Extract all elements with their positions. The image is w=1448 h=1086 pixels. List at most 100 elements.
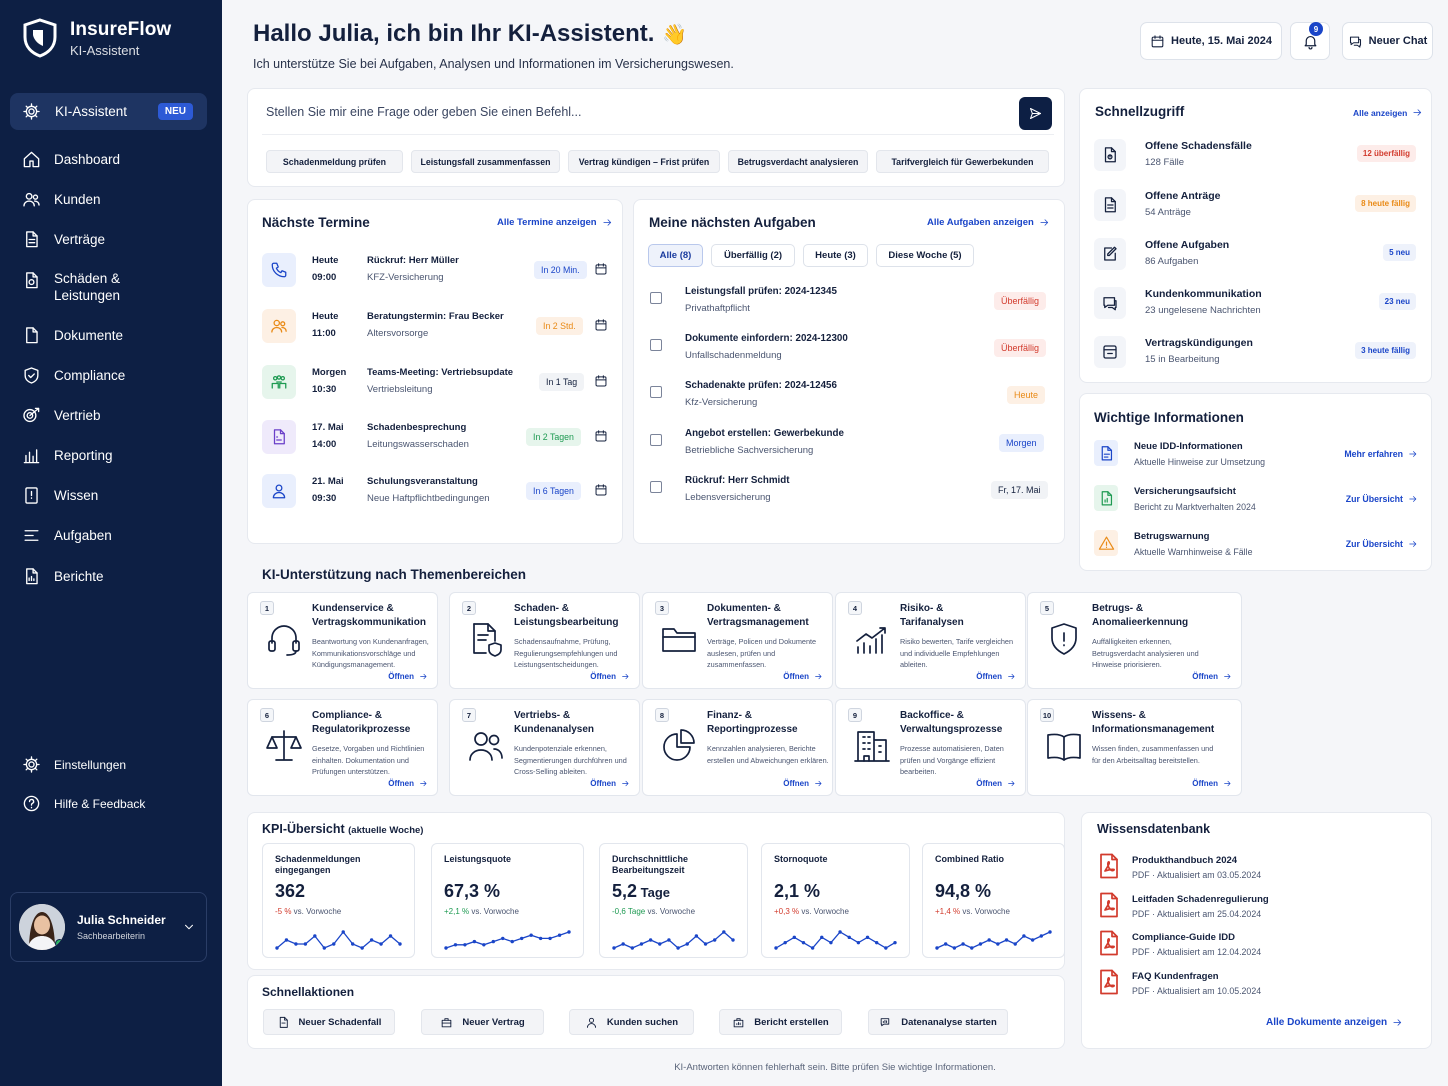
quick-access-row[interactable]: Vertragskündigungen 15 in Bearbeitung 3 …: [1094, 334, 1424, 374]
sidebar-item-ki-assistent[interactable]: KI-Assistent NEU: [10, 93, 207, 130]
sidebar-item-compliance[interactable]: Compliance: [22, 366, 125, 385]
quick-access-row[interactable]: Offene Anträge 54 Anträge 8 heute fällig: [1094, 187, 1424, 227]
topic-open-link[interactable]: Öffnen: [1192, 672, 1232, 681]
knowledge-doc-row[interactable]: Produkthandbuch 2024 PDF · Aktualisiert …: [1098, 853, 1398, 885]
topic-open-link[interactable]: Öffnen: [590, 779, 630, 788]
prompt-chip[interactable]: Tarifvergleich für Gewerbekunden: [876, 150, 1049, 173]
sidebar-item-hilfe[interactable]: Hilfe & Feedback: [22, 794, 145, 813]
sidebar-item-vertrieb[interactable]: Vertrieb: [22, 406, 101, 425]
topic-tile[interactable]: 1 Kundenservice & Vertragskommunikation B…: [247, 592, 438, 689]
termin-row[interactable]: Heute 11:00 Beratungstermin: Frau Becker…: [262, 307, 612, 347]
quick-access-row[interactable]: Offene Schadensfälle 128 Fälle 12 überfä…: [1094, 137, 1424, 177]
quick-access-row[interactable]: Offene Aufgaben 86 Aufgaben 5 neu: [1094, 236, 1424, 276]
info-row[interactable]: Betrugswarnung Aktuelle Warnhinweise & F…: [1094, 530, 1424, 566]
prompt-chip[interactable]: Leistungsfall zusammenfassen: [411, 150, 560, 173]
task-row[interactable]: Dokumente einfordern: 2024-12300 Unfalls…: [650, 331, 1050, 371]
task-checkbox[interactable]: [650, 481, 662, 493]
tab-ueberfaellig[interactable]: Überfällig (2): [711, 244, 795, 267]
calendar-icon[interactable]: [594, 318, 608, 332]
prompt-chip[interactable]: Betrugsverdacht analysieren: [728, 150, 868, 173]
sidebar-item-vertraege[interactable]: Verträge: [22, 230, 105, 249]
prompt-input[interactable]: Stellen Sie mir eine Frage oder geben Si…: [266, 105, 582, 119]
task-row[interactable]: Angebot erstellen: Gewerbekunde Betriebl…: [650, 426, 1050, 466]
task-checkbox[interactable]: [650, 292, 662, 304]
schnellzugriff-all-link[interactable]: Alle anzeigen: [1353, 107, 1423, 118]
prompt-chip[interactable]: Schadenmeldung prüfen: [266, 150, 403, 173]
sidebar-item-dokumente[interactable]: Dokumente: [22, 326, 123, 345]
notifications-button[interactable]: 9: [1290, 22, 1330, 60]
topic-tile[interactable]: 4 Risiko- & Tarifanalysen Risiko bewerten…: [835, 592, 1026, 689]
wissen-all-link[interactable]: Alle Dokumente anzeigen: [1266, 1017, 1403, 1028]
quick-action-neuer-vertrag[interactable]: Neuer Vertrag: [421, 1009, 544, 1035]
send-button[interactable]: [1019, 97, 1052, 130]
task-row[interactable]: Rückruf: Herr Schmidt Lebensversicherung…: [650, 473, 1050, 513]
termin-row[interactable]: 21. Mai 09:30 Schulungsveranstaltung Neu…: [262, 472, 612, 512]
calendar-icon[interactable]: [594, 374, 608, 388]
task-row[interactable]: Leistungsfall prüfen: 2024-12345 Privath…: [650, 284, 1050, 324]
kpi-tile[interactable]: Schadenmeldungen eingegangen 362 -5 % vs. …: [262, 843, 415, 958]
topic-tile[interactable]: 9 Backoffice- & Verwaltungsprozesse Proze…: [835, 699, 1026, 796]
sidebar-item-berichte[interactable]: Berichte: [22, 567, 104, 586]
kpi-tile[interactable]: Combined Ratio 94,8 % +1,4 % vs. Vorwoche: [922, 843, 1065, 958]
knowledge-doc-row[interactable]: Leitfaden Schadenregulierung PDF · Aktua…: [1098, 892, 1398, 924]
knowledge-doc-row[interactable]: FAQ Kundenfragen PDF · Aktualisiert am 1…: [1098, 969, 1398, 1001]
prompt-chip[interactable]: Vertrag kündigen – Frist prüfen: [568, 150, 720, 173]
quick-action-datenanalyse[interactable]: Datenanalyse starten: [868, 1009, 1008, 1035]
knowledge-doc-row[interactable]: Compliance-Guide IDD PDF · Aktualisiert …: [1098, 930, 1398, 962]
termin-row[interactable]: Heute 09:00 Rückruf: Herr Müller KFZ-Ver…: [262, 251, 612, 291]
date-button[interactable]: Heute, 15. Mai 2024: [1140, 22, 1282, 60]
termin-row[interactable]: Morgen 10:30 Teams-Meeting: Vertriebsupd…: [262, 363, 612, 403]
topic-tile[interactable]: 6 Compliance- & Regulatorikprozesse Geset…: [247, 699, 438, 796]
calendar-icon[interactable]: [594, 429, 608, 443]
chevron-down-icon[interactable]: [182, 920, 196, 934]
info-row[interactable]: Neue IDD-Informationen Aktuelle Hinweise…: [1094, 440, 1424, 476]
quick-action-bericht-erstellen[interactable]: Bericht erstellen: [719, 1009, 842, 1035]
topic-open-link[interactable]: Öffnen: [976, 672, 1016, 681]
calendar-icon[interactable]: [594, 262, 608, 276]
topic-open-link[interactable]: Öffnen: [976, 779, 1016, 788]
aufgaben-all-link[interactable]: Alle Aufgaben anzeigen: [927, 217, 1050, 228]
calendar-icon[interactable]: [594, 483, 608, 497]
topic-open-link[interactable]: Öffnen: [783, 779, 823, 788]
quick-access-row[interactable]: Kundenkommunikation 23 ungelesene Nachri…: [1094, 285, 1424, 325]
topic-tile[interactable]: 5 Betrugs- & Anomalieerkennung Auffälligk…: [1027, 592, 1242, 689]
sidebar-item-einstellungen[interactable]: Einstellungen: [22, 755, 126, 774]
sidebar-item-aufgaben[interactable]: Aufgaben: [22, 526, 112, 545]
new-chat-button[interactable]: Neuer Chat: [1342, 22, 1433, 60]
tab-alle[interactable]: Alle (8): [648, 244, 703, 267]
info-row[interactable]: Versicherungsaufsicht Bericht zu Marktve…: [1094, 485, 1424, 521]
topic-open-link[interactable]: Öffnen: [388, 779, 428, 788]
topic-tile[interactable]: 3 Dokumenten- & Vertragsmanagement Verträ…: [642, 592, 833, 689]
info-link[interactable]: Zur Übersicht: [1346, 494, 1418, 504]
info-link[interactable]: Zur Übersicht: [1346, 539, 1418, 549]
sidebar-item-wissen[interactable]: Wissen: [22, 486, 98, 505]
termin-row[interactable]: 17. Mai 14:00 Schadenbesprechung Leitung…: [262, 418, 612, 458]
kpi-tile[interactable]: Stornoquote 2,1 % +0,3 % vs. Vorwoche: [761, 843, 910, 958]
topic-tile[interactable]: 10 Wissens- & Informationsmanagement Wiss…: [1027, 699, 1242, 796]
topic-open-link[interactable]: Öffnen: [388, 672, 428, 681]
task-checkbox[interactable]: [650, 386, 662, 398]
kpi-tile[interactable]: Durchschnittliche Bearbeitungszeit 5,2 Ta…: [599, 843, 748, 958]
quick-action-kunden-suchen[interactable]: Kunden suchen: [569, 1009, 694, 1035]
topic-open-link[interactable]: Öffnen: [1192, 779, 1232, 788]
quick-action-neuer-schadenfall[interactable]: Neuer Schadenfall: [263, 1009, 395, 1035]
topic-tile[interactable]: 2 Schaden- & Leistungsbearbeitung Schaden…: [449, 592, 640, 689]
sidebar-item-kunden[interactable]: Kunden: [22, 190, 101, 209]
brand[interactable]: InsureFlow KI-Assistent: [22, 18, 171, 58]
topic-open-link[interactable]: Öffnen: [783, 672, 823, 681]
tab-heute[interactable]: Heute (3): [803, 244, 868, 267]
kpi-tile[interactable]: Leistungsquote 67,3 % +2,1 % vs. Vorwoche: [431, 843, 584, 958]
task-checkbox[interactable]: [650, 434, 662, 446]
task-row[interactable]: Schadenakte prüfen: 2024-12456 Kfz-Versi…: [650, 378, 1050, 418]
sidebar-item-schaeden[interactable]: Schäden & Leistungen: [22, 270, 120, 304]
info-link[interactable]: Mehr erfahren: [1344, 449, 1418, 459]
sidebar-item-reporting[interactable]: Reporting: [22, 446, 113, 465]
tab-diese-woche[interactable]: Diese Woche (5): [876, 244, 974, 267]
sidebar-item-dashboard[interactable]: Dashboard: [22, 150, 120, 169]
topic-tile[interactable]: 7 Vertriebs- & Kundenanalysen Kundenpoten…: [449, 699, 640, 796]
task-checkbox[interactable]: [650, 339, 662, 351]
termine-all-link[interactable]: Alle Termine anzeigen: [497, 217, 613, 228]
topic-open-link[interactable]: Öffnen: [590, 672, 630, 681]
user-card[interactable]: Julia Schneider Sachbearbeiterin: [10, 892, 207, 962]
topic-tile[interactable]: 8 Finanz- & Reportingprozesse Kennzahlen …: [642, 699, 833, 796]
